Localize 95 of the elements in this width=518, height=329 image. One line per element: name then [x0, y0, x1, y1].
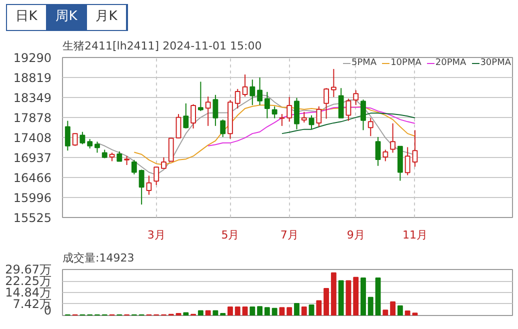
legend-label: 20PMA — [435, 58, 466, 68]
candlestick — [353, 90, 359, 106]
candlestick — [375, 136, 381, 166]
candlestick — [72, 132, 78, 146]
candlestick — [94, 141, 100, 154]
candlestick — [176, 114, 182, 139]
y-tick-label: 16937 — [13, 150, 52, 165]
y-tick-label: 18819 — [13, 71, 52, 86]
y-tick-label: 15525 — [13, 211, 52, 225]
bar — [368, 296, 374, 316]
bar — [338, 280, 344, 316]
y-tick-label: 19290 — [13, 51, 52, 65]
bar — [294, 303, 300, 316]
bar — [360, 277, 366, 316]
bar — [205, 310, 211, 316]
bar — [212, 310, 218, 316]
bar — [234, 306, 240, 316]
candlestick — [294, 97, 300, 130]
legend-label: 30PMA — [480, 58, 511, 68]
legend-label: 5PMA — [351, 58, 377, 68]
bar — [220, 312, 226, 316]
candlestick — [190, 104, 196, 129]
candlestick — [64, 120, 70, 152]
x-tick-label: 9月 — [346, 228, 365, 242]
chart-title: 生猪2411[lh2411] 2024-11-01 15:00 — [62, 40, 262, 52]
candlestick — [279, 114, 285, 126]
x-tick-label: 5月 — [221, 228, 240, 242]
candlestick — [308, 114, 314, 130]
bar — [198, 310, 204, 316]
bar — [375, 277, 381, 316]
y-tick-label: 17878 — [13, 111, 52, 126]
y-tick-label: 17408 — [13, 130, 52, 145]
candlestick — [316, 106, 322, 128]
bar — [390, 301, 396, 316]
candlestick — [250, 79, 256, 106]
candlestick — [154, 166, 160, 186]
candlestick — [324, 88, 330, 120]
candlestick — [346, 98, 352, 122]
candlestick — [264, 91, 270, 119]
candlestick — [390, 122, 396, 154]
text: 月K — [87, 5, 127, 30]
legend-label: 10PMA — [390, 58, 422, 68]
bar — [250, 306, 256, 316]
text: 周K — [47, 5, 87, 30]
y-tick-label: 15996 — [13, 190, 52, 205]
candlestick — [301, 111, 307, 124]
x-tick-label: 7月 — [280, 228, 298, 242]
candlestick — [330, 68, 336, 98]
bar — [242, 306, 248, 316]
candlestick — [360, 99, 366, 131]
candlestick — [286, 96, 292, 122]
candlestick — [146, 175, 152, 196]
bar — [346, 280, 352, 316]
candlestick — [161, 156, 166, 170]
y-tick-label: 18349 — [13, 90, 52, 105]
y-tick-label: 29.67万 — [5, 262, 52, 276]
x-tick-label: 11月 — [402, 228, 428, 242]
candlestick — [131, 159, 137, 175]
bar — [183, 312, 189, 316]
bar — [316, 300, 322, 316]
candlestick — [138, 169, 144, 206]
bar — [353, 276, 359, 316]
bar — [228, 306, 233, 316]
bar — [272, 308, 278, 316]
candlestick — [198, 81, 204, 112]
candlestick — [234, 88, 240, 109]
text: 日K — [7, 5, 47, 30]
bar — [286, 307, 292, 316]
candlestick — [338, 88, 344, 118]
candlestick — [87, 138, 93, 149]
candlestick — [168, 137, 174, 162]
x-tick-label: 3月 — [147, 228, 166, 242]
candlestick — [183, 102, 189, 129]
bar — [301, 306, 307, 316]
chart-title: 成交量:14923 — [62, 252, 134, 264]
candlestick — [368, 117, 374, 137]
candlestick — [212, 94, 218, 126]
bar — [257, 306, 263, 316]
candlestick — [257, 76, 263, 106]
candlestick — [116, 150, 122, 162]
bar — [279, 307, 285, 316]
bar — [382, 310, 388, 316]
candlestick — [242, 74, 248, 98]
candlestick — [220, 119, 226, 138]
bar — [176, 312, 182, 316]
bar — [264, 307, 270, 316]
candlestick — [205, 96, 211, 126]
bar — [330, 272, 336, 316]
y-tick-label: 16466 — [13, 171, 52, 186]
bar — [324, 288, 330, 316]
bar — [397, 305, 403, 316]
candlestick — [80, 131, 86, 145]
bar — [308, 304, 314, 316]
candlestick — [272, 106, 278, 119]
candlestick — [382, 149, 388, 162]
